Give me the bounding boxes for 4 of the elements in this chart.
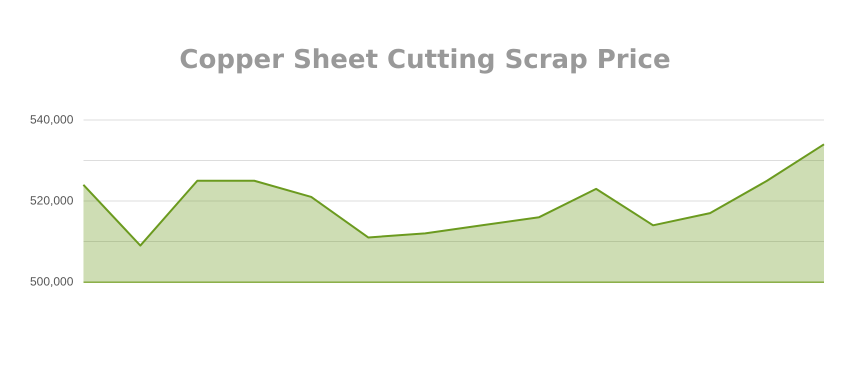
y-tick-label: 500,000 <box>30 274 74 288</box>
y-tick-label: 540,000 <box>30 112 74 126</box>
chart-title: Copper Sheet Cutting Scrap Price <box>178 45 672 75</box>
y-tick-label: 520,000 <box>30 193 74 208</box>
